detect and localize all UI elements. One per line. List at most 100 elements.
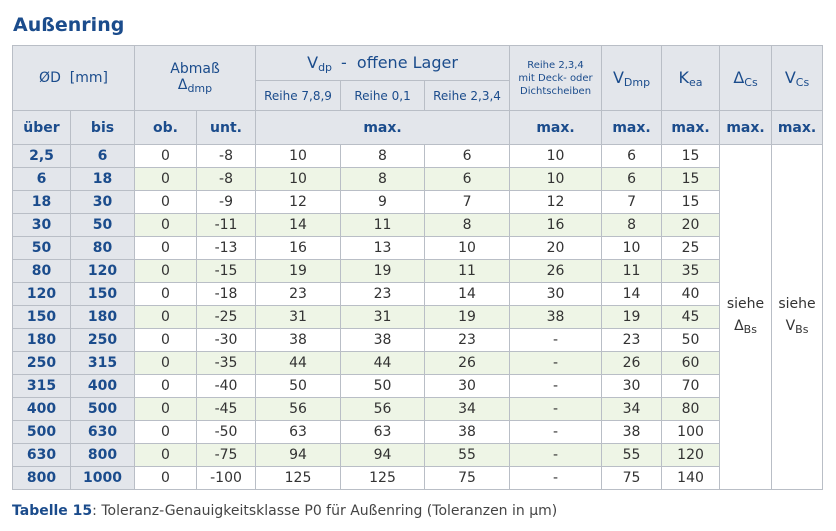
- cell: 10: [424, 236, 511, 260]
- cell: 14: [424, 282, 511, 306]
- cell: 60: [661, 351, 721, 375]
- cell: 12: [509, 190, 603, 214]
- cell: 100: [661, 420, 721, 444]
- cell: 180: [69, 305, 136, 329]
- header-dcs: ΔCs: [719, 45, 773, 111]
- cell: 19: [601, 305, 663, 329]
- cell: 30: [424, 374, 511, 398]
- caption-text: : Toleranz-Genauigkeitsklasse P0 für Auß…: [92, 503, 558, 519]
- cell: 12: [255, 190, 342, 214]
- cell: 140: [661, 466, 721, 490]
- cell: 50: [12, 236, 71, 260]
- cell: 35: [661, 259, 721, 283]
- title: Außenring: [13, 14, 125, 36]
- cell: 30: [509, 282, 603, 306]
- cell: -75: [196, 443, 257, 467]
- cell: 11: [340, 213, 426, 237]
- cell: -9: [196, 190, 257, 214]
- label: - offene Lager: [340, 52, 458, 72]
- symbol: Δ: [177, 77, 188, 93]
- cell: -50: [196, 420, 257, 444]
- sub: dmp: [187, 82, 213, 95]
- cell: 34: [424, 397, 511, 421]
- cell: 2,5: [12, 144, 71, 168]
- cell: 50: [661, 328, 721, 352]
- row: 80 120 0 -15 19 19 11 26 11 35: [12, 259, 823, 283]
- cell: -11: [196, 213, 257, 237]
- cell: 8: [601, 213, 663, 237]
- cell: 180: [12, 328, 71, 352]
- cell: 315: [69, 351, 136, 375]
- cell: 19: [340, 259, 426, 283]
- cell: 10: [509, 167, 603, 191]
- header-sealed: Reihe 2,3,4 mit Deck- oder Dichtscheiben: [509, 45, 603, 111]
- symbol: ØD: [39, 70, 61, 86]
- cell: -: [509, 328, 603, 352]
- cell: 56: [255, 397, 342, 421]
- sub: Bs: [743, 323, 757, 336]
- cell: 250: [69, 328, 136, 352]
- cell: 150: [12, 305, 71, 329]
- symbol: V: [785, 318, 796, 334]
- cell: 630: [69, 420, 136, 444]
- cell: 10: [601, 236, 663, 260]
- cell: -40: [196, 374, 257, 398]
- cell: 7: [424, 190, 511, 214]
- cell: 25: [661, 236, 721, 260]
- cell: -15: [196, 259, 257, 283]
- subheader: über: [12, 110, 71, 145]
- row: 315 400 0 -40 50 50 30-30 70: [12, 374, 823, 398]
- cell: 75: [424, 466, 511, 490]
- row: 30 50 0 -11 14 11 8 16 8 20: [12, 213, 823, 237]
- cell: 0: [134, 466, 198, 490]
- cell: 19: [255, 259, 342, 283]
- cell: 10: [255, 144, 342, 168]
- cell: 9: [340, 190, 426, 214]
- text: siehe: [726, 296, 765, 312]
- cell: 400: [12, 397, 71, 421]
- header-abmass: Abmaß Δdmp: [134, 45, 257, 111]
- cell: 125: [340, 466, 426, 490]
- row: 250 315 0 -35 44 44 26-26 60: [12, 351, 823, 375]
- cell: 0: [134, 420, 198, 444]
- cell: 6: [424, 144, 511, 168]
- cell: 55: [424, 443, 511, 467]
- label: Abmaß: [170, 61, 220, 77]
- cell: -30: [196, 328, 257, 352]
- cell: 800: [12, 466, 71, 490]
- cell: 1000: [69, 466, 136, 490]
- table-body: 2,5 6 0 -8 10 8 6 10 6 15 siehe ΔBs siehe VBs 6 18 0 -8 10…: [12, 144, 824, 490]
- cell: 20: [661, 213, 721, 237]
- header-reihe: Reihe 7,8,9: [255, 80, 342, 111]
- sub: Dmp: [623, 75, 651, 89]
- tolerance-table: ØD [mm] Abmaß Δdmp Vdp - offene Lager Rei…: [11, 45, 824, 490]
- cell: 11: [424, 259, 511, 283]
- sub: ea: [689, 75, 703, 89]
- cell: 7: [601, 190, 663, 214]
- cell: 10: [255, 167, 342, 191]
- text: siehe: [778, 296, 816, 312]
- subheader: bis: [69, 110, 136, 145]
- cell: 8: [340, 167, 426, 191]
- cell: 11: [601, 259, 663, 283]
- row: 18 30 0 -9 12 9 7 12 7 15: [12, 190, 823, 214]
- cell: 250: [12, 351, 71, 375]
- cell: 6: [424, 167, 511, 191]
- cell: -45: [196, 397, 257, 421]
- subheader: max.: [255, 110, 511, 145]
- cell: 63: [255, 420, 342, 444]
- cell: 16: [509, 213, 603, 237]
- header-reihe: Reihe 2,3,4: [424, 80, 511, 111]
- cell: 0: [134, 190, 198, 214]
- cell: 94: [255, 443, 342, 467]
- siehe-cell: siehe ΔBs: [719, 144, 773, 490]
- cell: 0: [134, 374, 198, 398]
- subheader: max.: [601, 110, 663, 145]
- cell: 50: [69, 213, 136, 237]
- cell: 20: [509, 236, 603, 260]
- cell: 120: [661, 443, 721, 467]
- cell: 34: [601, 397, 663, 421]
- unit: [mm]: [69, 70, 108, 86]
- cell: 16: [255, 236, 342, 260]
